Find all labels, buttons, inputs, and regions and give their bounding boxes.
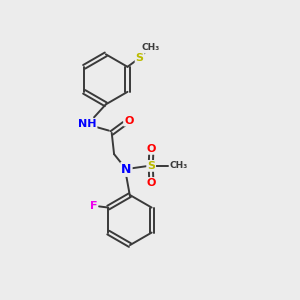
Text: S: S bbox=[136, 53, 144, 63]
Text: CH₃: CH₃ bbox=[169, 161, 188, 170]
Text: N: N bbox=[121, 163, 132, 176]
Text: O: O bbox=[146, 144, 156, 154]
Text: NH: NH bbox=[78, 119, 97, 129]
Text: S: S bbox=[147, 161, 155, 171]
Text: CH₃: CH₃ bbox=[141, 44, 160, 52]
Text: O: O bbox=[124, 116, 134, 126]
Text: O: O bbox=[146, 178, 156, 188]
Text: F: F bbox=[90, 201, 97, 212]
